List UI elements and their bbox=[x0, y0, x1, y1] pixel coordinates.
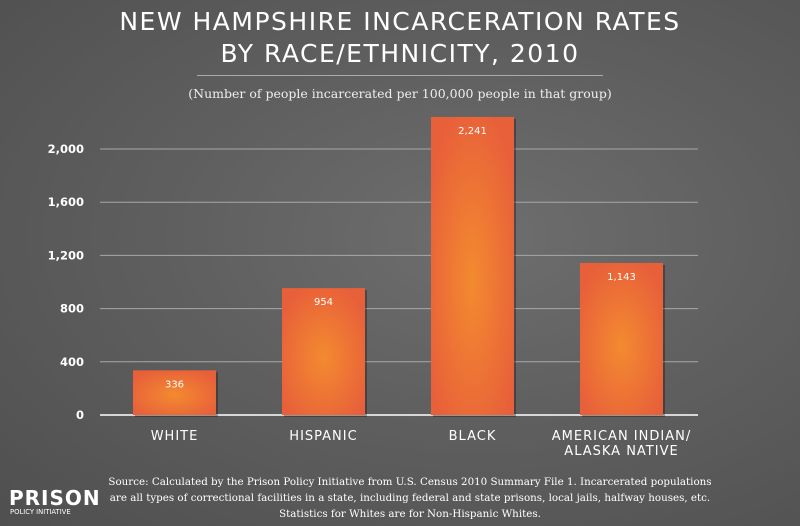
x-category-label: BLACK bbox=[449, 429, 497, 444]
chart-title-line-1: NEW HAMPSHIRE INCARCERATION RATES bbox=[119, 7, 681, 36]
source-line-2: are all types of correctional facilities… bbox=[109, 492, 711, 504]
bar-data-label: 954 bbox=[314, 297, 333, 308]
chart-title-line-2: BY RACE/ETHNICITY, 2010 bbox=[220, 39, 580, 68]
chart-subtitle: (Number of people incarcerated per 100,0… bbox=[188, 86, 612, 101]
bar-black bbox=[431, 116, 514, 416]
x-category-label: AMERICAN INDIAN/ bbox=[552, 429, 691, 444]
logo-policy-initiative: POLICY INITIATIVE bbox=[10, 508, 71, 516]
y-tick-label: 0 bbox=[76, 408, 84, 422]
y-tick-label: 400 bbox=[60, 355, 84, 369]
bar-white bbox=[133, 370, 216, 415]
x-category-label: ALASKA NATIVE bbox=[564, 444, 678, 459]
source-line-1: Source: Calculated by the Prison Policy … bbox=[108, 476, 712, 488]
title-divider bbox=[197, 75, 603, 76]
x-category-label: HISPANIC bbox=[289, 429, 357, 444]
bar-american-indian-alaska-native bbox=[580, 262, 663, 415]
y-tick-label: 1,200 bbox=[48, 248, 84, 262]
bar-hispanic bbox=[282, 288, 365, 415]
bar-data-label: 336 bbox=[165, 379, 184, 390]
bar-data-label: 2,241 bbox=[458, 126, 487, 137]
source-line-3: Statistics for Whites are for Non-Hispan… bbox=[279, 508, 541, 520]
bar-data-label: 1,143 bbox=[607, 272, 636, 283]
y-tick-label: 800 bbox=[60, 302, 84, 316]
x-category-label: WHITE bbox=[151, 429, 199, 444]
y-tick-label: 2,000 bbox=[48, 142, 84, 156]
logo-prison: PRISON bbox=[9, 486, 101, 510]
source-note: Source: Calculated by the Prison Policy … bbox=[100, 474, 720, 522]
y-tick-label: 1,600 bbox=[48, 195, 84, 209]
